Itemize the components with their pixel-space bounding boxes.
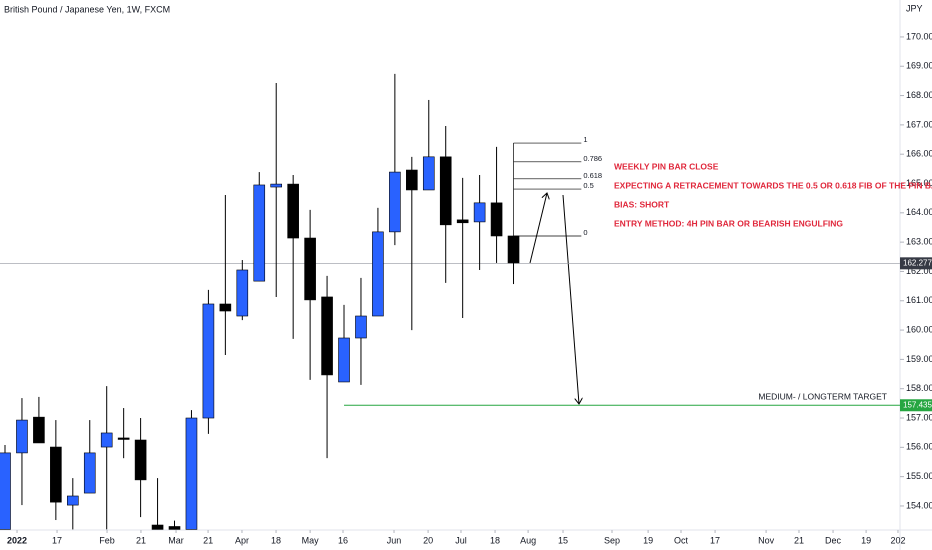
- arrow: [562, 194, 579, 404]
- y-tick-label: 165.000: [906, 178, 932, 188]
- x-tick-label: May: [302, 535, 320, 545]
- y-tick-label: 159.000: [906, 354, 932, 364]
- annotation: BIAS: SHORT: [614, 199, 670, 209]
- candle-body: [202, 303, 215, 419]
- x-tick-label: Oct: [674, 535, 689, 545]
- last-price-box: [900, 257, 932, 270]
- candle-body: [16, 419, 28, 454]
- x-tick-label: 21: [203, 535, 213, 545]
- candle-body: [168, 526, 181, 530]
- chart-title: British Pound / Japanese Yen, 1W, FXCM: [4, 4, 170, 14]
- fib-label: 0.786: [583, 154, 602, 163]
- candle-body: [355, 315, 367, 339]
- y-tick-label: 156.000: [906, 442, 932, 452]
- x-tick-label: 17: [52, 535, 62, 545]
- x-tick-label: 19: [643, 535, 653, 545]
- candle-body: [406, 169, 418, 191]
- x-tick-label: Dec: [825, 535, 842, 545]
- candle-body: [0, 452, 11, 530]
- y-tick-label: 158.000: [906, 383, 932, 393]
- candle-body: [490, 202, 503, 237]
- y-tick-label: 167.000: [906, 119, 932, 129]
- candle-body: [151, 524, 164, 530]
- y-tick-label: 169.000: [906, 61, 932, 71]
- candle-body: [287, 183, 299, 239]
- candle-body: [100, 432, 113, 448]
- candle-body: [270, 183, 283, 188]
- x-tick-label: 15: [558, 535, 568, 545]
- x-tick-label: 202: [890, 535, 905, 545]
- x-tick-label: Feb: [99, 535, 115, 545]
- x-tick-label: 19: [861, 535, 871, 545]
- candle-body: [83, 452, 96, 494]
- candle-body: [304, 237, 316, 301]
- target-label: 157.435: [903, 400, 932, 409]
- candle-body: [67, 495, 79, 506]
- x-tick-label: Jul: [455, 535, 467, 545]
- candle-body: [389, 171, 401, 233]
- fib-label: 0.5: [583, 181, 593, 190]
- last-price-label: 162.277: [903, 258, 932, 267]
- y-tick-label: 157.000: [906, 412, 932, 422]
- candle-body: [219, 303, 232, 312]
- x-tick-label: 17: [710, 535, 720, 545]
- x-tick-label: 16: [338, 535, 348, 545]
- candle-body: [321, 296, 333, 376]
- target-text: MEDIUM- / LONGTERM TARGET: [758, 392, 887, 402]
- x-tick-label: 18: [490, 535, 500, 545]
- candle-body: [456, 219, 469, 224]
- x-tick-label: Apr: [235, 535, 249, 545]
- annotation: ENTRY METHOD: 4H PIN BAR OR BEARISH ENGU…: [614, 218, 843, 228]
- x-tick-label: Nov: [758, 535, 775, 545]
- candle-body: [117, 437, 130, 440]
- candle-body: [338, 337, 350, 383]
- x-tick-label: 20: [423, 535, 433, 545]
- x-tick-label: 21: [136, 535, 146, 545]
- x-tick-label: Aug: [520, 535, 536, 545]
- candle-body: [507, 235, 520, 264]
- candle-body: [473, 202, 486, 223]
- x-tick-label: Sep: [604, 535, 620, 545]
- y-tick-label: 164.000: [906, 207, 932, 217]
- y-tick-label: 160.000: [906, 324, 932, 334]
- annotation: WEEKLY PIN BAR CLOSE: [614, 161, 719, 171]
- y-tick-label: 166.000: [906, 149, 932, 159]
- candle-body: [422, 156, 435, 191]
- fib-label: 0: [583, 228, 587, 237]
- x-tick-label: Mar: [168, 535, 184, 545]
- target-box: [900, 399, 932, 412]
- candle-body: [253, 184, 266, 282]
- currency: JPY: [906, 3, 923, 13]
- candle-body: [185, 417, 198, 530]
- candle-body: [134, 439, 147, 481]
- y-tick-label: 162.000: [906, 266, 932, 276]
- y-tick-label: 163.000: [906, 237, 932, 247]
- annotation: EXPECTING A RETRACEMENT TOWARDS THE 0.5 …: [614, 180, 932, 190]
- y-tick-label: 168.000: [906, 90, 932, 100]
- candle-body: [236, 269, 249, 317]
- arrow: [529, 193, 547, 264]
- x-tick-label: 18: [271, 535, 281, 545]
- candle-body: [372, 231, 384, 317]
- y-tick-label: 161.000: [906, 295, 932, 305]
- x-tick-label: Jun: [387, 535, 402, 545]
- fib-label: 0.618: [583, 171, 602, 180]
- x-tick-label: 21: [794, 535, 804, 545]
- candle-body: [439, 156, 452, 226]
- candle-body: [33, 416, 45, 444]
- y-tick-label: 170.000: [906, 31, 932, 41]
- x-tick-label: 2022: [7, 535, 27, 545]
- y-tick-label: 155.000: [906, 471, 932, 481]
- fib-label: 1: [583, 135, 587, 144]
- candle-body: [50, 446, 62, 503]
- y-tick-label: 154.000: [906, 500, 932, 510]
